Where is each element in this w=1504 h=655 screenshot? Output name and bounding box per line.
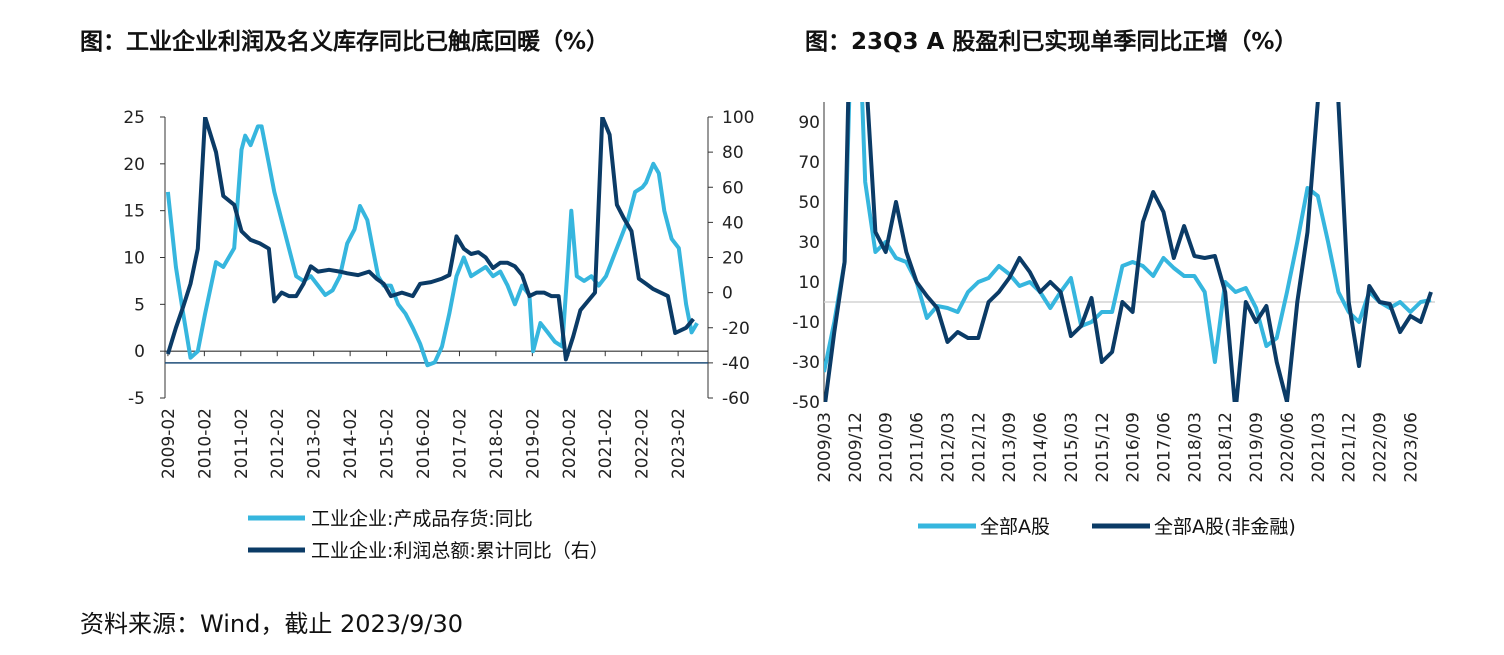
left-y-tick-label: 15 — [123, 202, 145, 222]
right-chart-x-tick-label: 2009/03 — [815, 412, 835, 483]
right-chart-x-tick-label: 2013/09 — [1000, 412, 1020, 483]
right-y-tick-label: 40 — [722, 213, 744, 233]
x-tick-label: 2021-02 — [596, 408, 616, 479]
x-tick-label: 2017-02 — [450, 408, 470, 479]
right-chart-y-tick-label: 30 — [798, 233, 820, 253]
right-chart-x-tick-label: 2015/03 — [1062, 412, 1082, 483]
right-legend-label-1: 全部A股 — [980, 516, 1050, 538]
x-tick-label: 2011-02 — [232, 408, 252, 479]
right-chart-y-tick-label: 10 — [798, 273, 820, 293]
left-y-tick-label: 25 — [123, 108, 145, 128]
right-chart-y-tick-label: 50 — [798, 193, 820, 213]
left-chart: 25 20 15 10 5 0 -5 100 80 60 40 20 0 -20 -40 -60 2009-02… — [123, 108, 754, 562]
right-chart-x-tick-label: 2018/03 — [1185, 412, 1205, 483]
x-tick-label: 2016-02 — [414, 408, 434, 479]
left-y-tick-label: 5 — [134, 295, 145, 315]
source-note: 资料来源：Wind，截止 2023/9/30 — [80, 610, 464, 638]
right-y-tick-label: -60 — [722, 389, 750, 409]
right-chart-y-tick-label: 90 — [798, 113, 820, 133]
right-chart-x-tick-label: 2020/06 — [1278, 412, 1298, 483]
right-chart-x-tick-label: 2021/12 — [1340, 412, 1360, 483]
x-tick-label: 2015-02 — [378, 408, 398, 479]
left-y-tick-label: 20 — [123, 155, 145, 175]
right-chart-x-tick-label: 2009/12 — [846, 412, 866, 483]
right-y-tick-label: 0 — [722, 284, 733, 304]
right-legend-label-2: 全部A股(非金融) — [1154, 516, 1296, 538]
right-y-tick-label: -40 — [722, 354, 750, 374]
left-series-line-1 — [165, 124, 699, 368]
x-tick-label: 2019-02 — [523, 408, 543, 479]
x-tick-label: 2013-02 — [305, 408, 325, 479]
right-y-tick-label: 80 — [722, 143, 744, 163]
right-y-tick-label: -20 — [722, 319, 750, 339]
right-chart-y-tick-label: -50 — [792, 393, 820, 413]
right-chart-x-tick-label: 2022/09 — [1371, 412, 1391, 483]
x-tick-label: 2010-02 — [195, 408, 215, 479]
right-series-line-2 — [824, 102, 1433, 402]
left-chart-title: 图：工业企业利润及名义库存同比已触底回暖（%） — [80, 29, 610, 55]
right-chart-x-tick-label: 2017/06 — [1155, 412, 1175, 483]
x-tick-label: 2020-02 — [560, 408, 580, 479]
x-tick-label: 2012-02 — [268, 408, 288, 479]
left-y-tick-label: 0 — [134, 342, 145, 362]
right-chart-y-tick-label: -30 — [792, 353, 820, 373]
right-chart-x-tick-label: 2012/03 — [938, 412, 958, 483]
left-legend-label-2: 工业企业:利润总额:累计同比（右） — [311, 540, 609, 562]
right-chart-x-tick-label: 2016/09 — [1124, 412, 1144, 483]
right-y-tick-label: 100 — [722, 108, 754, 128]
right-chart-x-tick-label: 2014/06 — [1031, 412, 1051, 483]
right-chart-y-tick-label: 70 — [798, 153, 820, 173]
right-chart-x-tick-label: 2010/09 — [877, 412, 897, 483]
right-y-tick-label: 20 — [722, 249, 744, 269]
left-y-tick-label: -5 — [128, 389, 145, 409]
right-series-line-1 — [824, 102, 1432, 373]
right-chart-x-tick-label: 2011/06 — [908, 412, 928, 483]
right-chart-x-tick-label: 2019/09 — [1247, 412, 1267, 483]
charts-canvas: 2520151050-5100806040200-20-40-602009-02… — [123, 102, 1435, 562]
right-chart-x-tick-label: 2023/06 — [1401, 412, 1421, 483]
right-chart-title: 图：23Q3 A 股盈利已实现单季同比正增（%） — [805, 29, 1298, 55]
right-y-tick-label: 60 — [722, 178, 744, 198]
x-tick-label: 2018-02 — [487, 408, 507, 479]
x-tick-label: 2023-02 — [669, 408, 689, 479]
right-chart-x-tick-label: 2018/12 — [1216, 412, 1236, 483]
x-tick-label: 2022-02 — [633, 408, 653, 479]
left-series-line-2 — [165, 117, 695, 362]
x-tick-label: 2009-02 — [159, 408, 179, 479]
left-y-tick-label: 10 — [123, 249, 145, 269]
right-chart-x-tick-label: 2015/12 — [1093, 412, 1113, 483]
left-legend-label-1: 工业企业:产成品存货:同比 — [311, 508, 533, 530]
x-tick-label: 2014-02 — [341, 408, 361, 479]
right-chart-y-tick-label: -10 — [792, 313, 820, 333]
right-chart-x-tick-label: 2012/12 — [969, 412, 989, 483]
right-chart-x-tick-label: 2021/03 — [1309, 412, 1329, 483]
